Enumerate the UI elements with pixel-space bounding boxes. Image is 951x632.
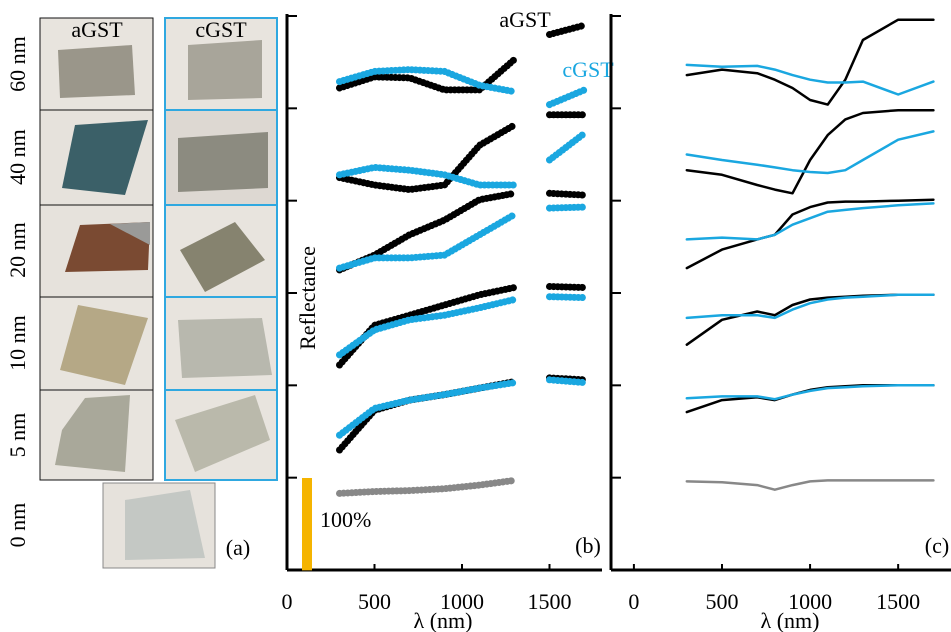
sample: [178, 318, 272, 378]
annotation: aGST: [499, 7, 551, 32]
series-line: [336, 203, 588, 272]
x-axis-label: λ (nm): [761, 608, 820, 632]
series-line: [685, 18, 935, 106]
row-label: 20 nm: [5, 222, 30, 278]
series-line: [336, 376, 588, 439]
series-line: [685, 130, 935, 175]
scale-bar-label: 100%: [320, 507, 371, 532]
sample: [188, 40, 262, 100]
row-label: 60 nm: [5, 36, 30, 92]
sample: [55, 395, 130, 472]
series-line: [685, 198, 935, 270]
sample: [180, 222, 265, 292]
series-line: [336, 111, 588, 194]
sample: [60, 305, 148, 385]
panel-label: (c): [925, 533, 949, 558]
x-tick-label: 1500: [876, 589, 920, 614]
row-label: 0 nm: [5, 503, 30, 548]
series-line: [685, 108, 935, 195]
series-line: [336, 293, 588, 359]
column-label: aGST: [71, 17, 123, 42]
x-tick-label: 0: [628, 589, 639, 614]
series-line: [685, 63, 935, 96]
series-line: [685, 384, 935, 401]
sample: [175, 395, 270, 472]
scale-bar: [302, 478, 312, 571]
series-line: [340, 480, 550, 493]
column-label: cGST: [195, 17, 247, 42]
x-axis-label: λ (nm): [414, 608, 473, 632]
sample: [62, 120, 148, 195]
sample: [178, 132, 268, 192]
x-tick-label: 1000: [440, 589, 484, 614]
row-label: 5 nm: [5, 413, 30, 458]
series-line: [685, 293, 935, 320]
series-line: [336, 129, 588, 189]
panel-label: (b): [575, 533, 601, 558]
x-tick-label: 500: [705, 589, 738, 614]
sample: [65, 222, 150, 272]
annotation: cGST: [562, 57, 614, 82]
sample: [125, 490, 205, 560]
x-tick-label: 0: [282, 589, 293, 614]
series-line: [685, 202, 935, 241]
series-line: [685, 479, 935, 491]
x-tick-label: 1500: [528, 589, 572, 614]
y-axis-label: Reflectance: [295, 246, 320, 350]
sample: [110, 222, 150, 245]
x-tick-label: 1000: [788, 589, 832, 614]
sample: [58, 45, 135, 98]
series-line: [336, 66, 588, 109]
series-line: [685, 384, 935, 414]
row-label: 40 nm: [5, 129, 30, 185]
x-tick-label: 500: [358, 589, 391, 614]
row-label: 10 nm: [5, 315, 30, 371]
panel-label: (a): [226, 535, 250, 560]
photo-panel: aGST cGST 60 nm 40 nm 20 nm 10 nm 5 nm 0…: [0, 0, 280, 570]
